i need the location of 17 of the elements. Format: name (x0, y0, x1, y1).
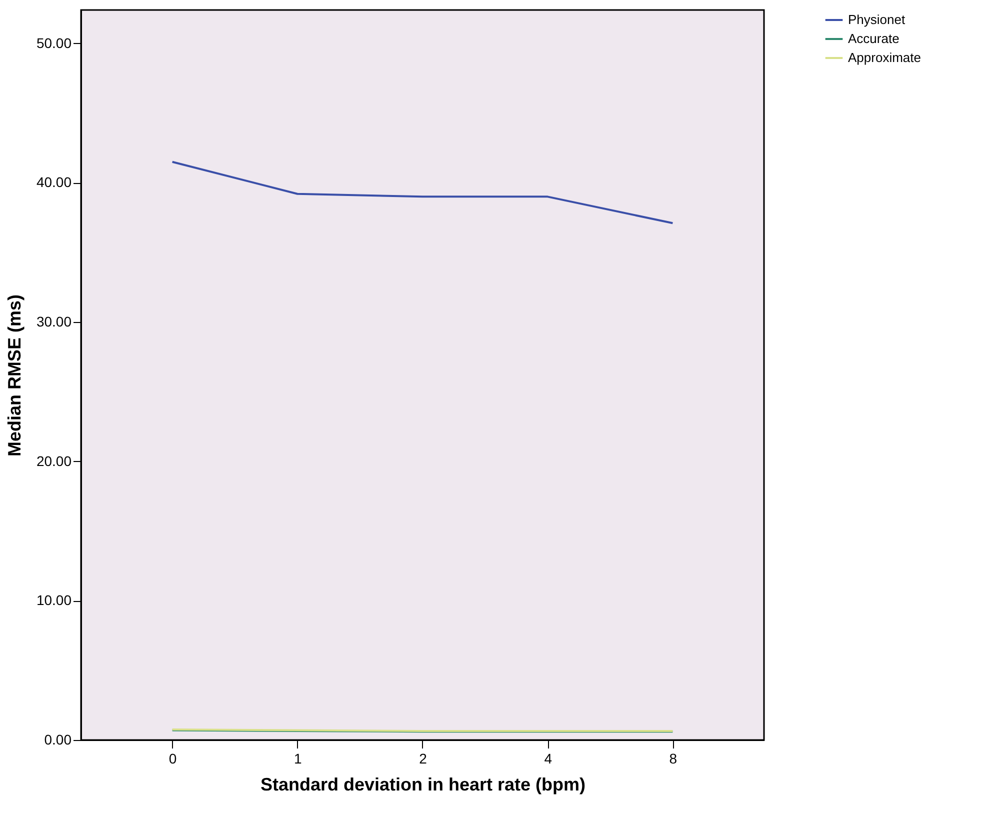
x-tick-label: 0 (168, 750, 177, 766)
x-axis-title: Standard deviation in heart rate (bpm) (260, 774, 586, 794)
y-tick-label: 50.00 (36, 34, 72, 51)
y-tick-label: 30.00 (36, 314, 72, 330)
y-tick-label: 20.00 (36, 452, 72, 469)
y-tick-label: 10.00 (36, 592, 72, 608)
y-tick-label: 0.00 (44, 732, 72, 748)
x-tick-label: 2 (419, 750, 428, 766)
line-series (171, 160, 674, 224)
x-tick-label: 8 (669, 750, 678, 766)
y-tick-label: 40.00 (36, 174, 72, 190)
legend-label: Accurate (848, 31, 900, 46)
y-axis-title: Median RMSE (ms) (4, 294, 24, 457)
x-tick-label: 4 (544, 750, 552, 766)
x-tick-label: 1 (294, 750, 302, 766)
legend-label: Approximate (848, 50, 921, 65)
legend-label: Physionet (848, 12, 906, 27)
